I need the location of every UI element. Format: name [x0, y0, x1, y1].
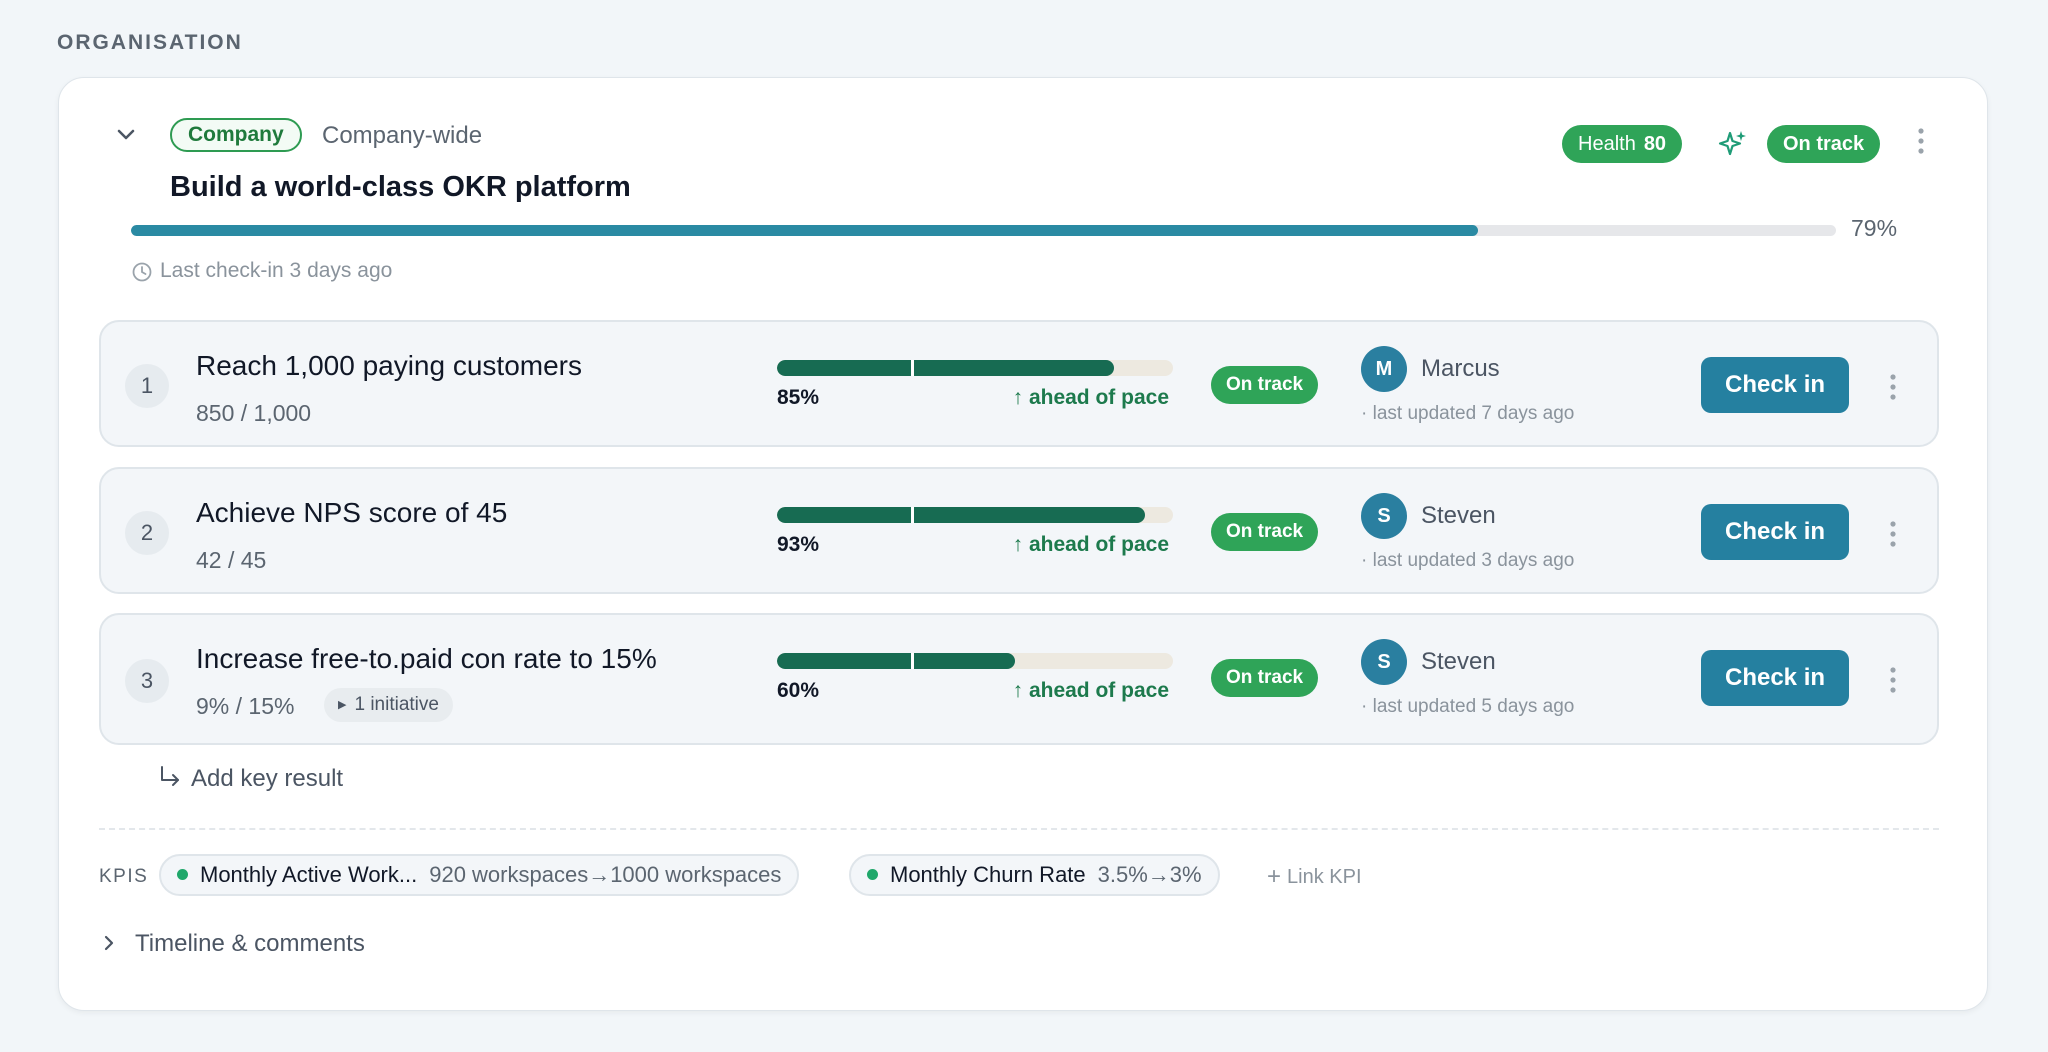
chevron-down-icon[interactable] [111, 120, 141, 150]
add-key-result-label: Add key result [191, 765, 344, 792]
pace-marker [911, 360, 914, 376]
key-result-value: 9% / 15% [196, 693, 295, 719]
pace-marker [911, 507, 914, 523]
pace-indicator: ↑ ahead of pace [1012, 679, 1169, 702]
initiative-chip[interactable]: ▶ 1 initiative [324, 688, 453, 722]
objective-title[interactable]: Build a world-class OKR platform [170, 171, 631, 203]
key-result-progress-label: 93% [777, 533, 820, 556]
kpi-chip[interactable]: Monthly Churn Rate 3.5%→3% [849, 854, 1220, 896]
more-options-icon[interactable] [1889, 665, 1897, 695]
key-result-progress-bar [777, 507, 1173, 523]
sparkle-icon[interactable] [1716, 127, 1750, 161]
key-result-progress-fill [777, 360, 1114, 376]
key-result-row[interactable]: 2 Achieve NPS score of 45 42 / 45 93% ↑ … [99, 467, 1939, 594]
owner-name: Steven [1421, 502, 1496, 529]
status-dot [867, 869, 878, 880]
key-result-title[interactable]: Achieve NPS score of 45 [196, 497, 508, 528]
health-label: Health [1578, 133, 1636, 155]
check-in-button[interactable]: Check in [1701, 357, 1849, 413]
section-label: ORGANISATION [57, 31, 243, 54]
clock-icon [132, 262, 152, 282]
link-kpi-button[interactable]: + Link KPI [1267, 863, 1362, 891]
avatar[interactable]: M [1361, 346, 1407, 392]
key-result-status-badge[interactable]: On track [1211, 659, 1319, 697]
last-checkin-text: Last check-in 3 days ago [160, 259, 393, 282]
key-result-number: 2 [125, 511, 169, 555]
timeline-comments-label: Timeline & comments [135, 930, 365, 957]
health-value: 80 [1643, 133, 1667, 155]
return-arrow-icon [161, 766, 179, 786]
more-options-icon[interactable] [1889, 372, 1897, 402]
key-result-progress-bar [777, 653, 1173, 669]
pace-indicator: ↑ ahead of pace [1012, 533, 1169, 556]
objective-progress-label: 79% [1851, 215, 1898, 241]
owner-name: Steven [1421, 648, 1496, 675]
more-options-icon[interactable] [1917, 126, 1925, 156]
company-tag: Company [170, 118, 302, 152]
initiative-label: 1 initiative [354, 694, 439, 715]
kpi-range: 3.5%→3% [1097, 862, 1202, 887]
objective-status-badge[interactable]: On track [1767, 125, 1881, 163]
check-in-button[interactable]: Check in [1701, 504, 1849, 560]
kpi-name: Monthly Churn Rate [890, 862, 1086, 887]
caret-right-icon: ▶ [338, 699, 347, 711]
avatar[interactable]: S [1361, 639, 1407, 685]
health-badge[interactable]: Health 80 [1562, 125, 1683, 163]
avatar[interactable]: S [1361, 493, 1407, 539]
key-result-progress-bar [777, 360, 1173, 376]
objective-card: Company Company-wide Build a world-class… [58, 77, 1988, 1011]
divider [99, 828, 1939, 830]
key-result-value: 850 / 1,000 [196, 400, 312, 426]
objective-progress-fill [131, 225, 1478, 236]
chevron-right-icon [104, 935, 114, 951]
timeline-comments-toggle[interactable]: Timeline & comments [99, 930, 365, 958]
last-updated-text: · last updated 5 days ago [1361, 696, 1575, 717]
last-updated-text: · last updated 7 days ago [1361, 403, 1575, 424]
key-result-progress-label: 60% [777, 679, 820, 702]
scope-label: Company-wide [322, 122, 483, 149]
pace-marker [911, 653, 914, 669]
plus-icon: + [1267, 863, 1282, 890]
kpi-range: 920 workspaces→1000 workspaces [429, 862, 782, 887]
pace-indicator: ↑ ahead of pace [1012, 386, 1169, 409]
key-result-row[interactable]: 1 Reach 1,000 paying customers 850 / 1,0… [99, 320, 1939, 447]
key-result-status-badge[interactable]: On track [1211, 366, 1319, 404]
kpi-name: Monthly Active Work... [200, 862, 418, 887]
key-result-progress-fill [777, 653, 1015, 669]
status-dot [177, 869, 188, 880]
key-result-number: 3 [125, 659, 169, 703]
check-in-button[interactable]: Check in [1701, 650, 1849, 706]
key-result-title[interactable]: Increase free-to.paid con rate to 15% [196, 643, 657, 674]
key-result-progress-fill [777, 507, 1146, 523]
key-result-progress-label: 85% [777, 386, 820, 409]
last-updated-text: · last updated 3 days ago [1361, 550, 1575, 571]
kpis-label: KPIS [99, 866, 149, 887]
key-result-status-badge[interactable]: On track [1211, 513, 1319, 551]
owner-name: Marcus [1421, 355, 1500, 382]
add-key-result-link[interactable]: Add key result [157, 764, 343, 793]
key-result-value: 42 / 45 [196, 547, 267, 573]
objective-progress-bar [131, 225, 1836, 236]
key-result-row[interactable]: 3 Increase free-to.paid con rate to 15% … [99, 613, 1939, 745]
more-options-icon[interactable] [1889, 519, 1897, 549]
link-kpi-label: Link KPI [1287, 866, 1362, 888]
key-result-number: 1 [125, 364, 169, 408]
key-result-title[interactable]: Reach 1,000 paying customers [196, 350, 582, 381]
kpi-chip[interactable]: Monthly Active Work... 920 workspaces→100… [159, 854, 800, 896]
